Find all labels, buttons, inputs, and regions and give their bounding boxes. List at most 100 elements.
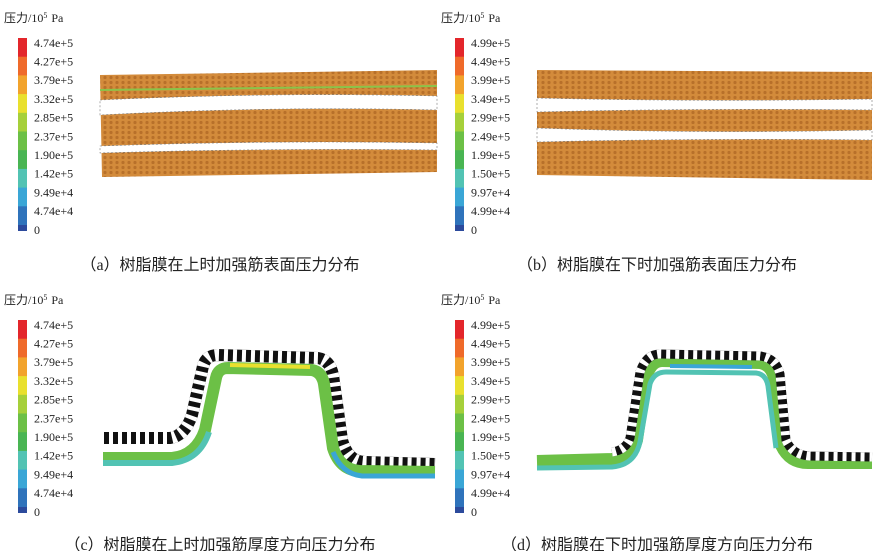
legend-swatch bbox=[18, 507, 27, 513]
legend-label: 4.74e+4 bbox=[34, 204, 73, 218]
legend-swatch bbox=[18, 432, 27, 451]
legend-label: 3.49e+5 bbox=[471, 92, 510, 106]
legend-label: 1.42e+5 bbox=[34, 167, 73, 181]
caption: （a）树脂膜在上时加强筋表面压力分布 bbox=[80, 256, 359, 274]
legend-swatch bbox=[18, 339, 27, 358]
legend-title-part: Pa bbox=[51, 293, 64, 307]
legend-swatch bbox=[455, 132, 464, 151]
legend-label: 3.99e+5 bbox=[471, 73, 510, 87]
legend-swatch bbox=[455, 188, 464, 207]
legend-label: 1.42e+5 bbox=[34, 449, 73, 463]
legend-label: 3.32e+5 bbox=[34, 92, 73, 106]
legend-title-part: Pa bbox=[488, 293, 501, 307]
legend-swatch bbox=[18, 470, 27, 489]
legend-swatch bbox=[455, 470, 464, 489]
legend-swatch bbox=[18, 132, 27, 151]
legend-label: 9.97e+4 bbox=[471, 467, 510, 481]
legend-label: 3.99e+5 bbox=[471, 355, 510, 369]
legend-label: 9.49e+4 bbox=[34, 185, 73, 199]
legend-label: 2.99e+5 bbox=[471, 111, 510, 125]
legend-swatch bbox=[18, 225, 27, 231]
legend-swatch bbox=[455, 451, 464, 470]
legend-label: 4.99e+5 bbox=[471, 318, 510, 332]
legend-swatch bbox=[18, 320, 27, 339]
section-image bbox=[537, 354, 872, 468]
legend-label: 3.32e+5 bbox=[34, 374, 73, 388]
legend-swatch bbox=[18, 376, 27, 395]
legend-swatch bbox=[455, 150, 464, 169]
legend-title: 压力/105 Pa bbox=[4, 11, 64, 26]
legend-title-part: 压力/10 bbox=[4, 293, 43, 307]
legend-label: 1.99e+5 bbox=[471, 430, 510, 444]
legend-swatch bbox=[455, 169, 464, 188]
legend-label: 0 bbox=[34, 223, 40, 237]
legend-title-part: Pa bbox=[488, 11, 501, 25]
legend-swatch bbox=[18, 395, 27, 414]
legend-title-part: 5 bbox=[43, 293, 47, 302]
legend-swatch bbox=[18, 357, 27, 376]
legend-title-part: 5 bbox=[480, 293, 484, 302]
legend-label: 1.50e+5 bbox=[471, 449, 510, 463]
legend-label: 4.27e+5 bbox=[34, 54, 73, 68]
legend-label: 1.90e+5 bbox=[34, 148, 73, 162]
legend-label: 4.49e+5 bbox=[471, 336, 510, 350]
legend-swatch bbox=[455, 507, 464, 513]
legend-label: 2.85e+5 bbox=[34, 111, 73, 125]
legend-label: 1.90e+5 bbox=[34, 430, 73, 444]
legend-swatch bbox=[455, 38, 464, 57]
legend-title-part: 5 bbox=[480, 11, 484, 20]
legend-swatch bbox=[455, 320, 464, 339]
legend-swatch bbox=[18, 75, 27, 94]
legend-swatch bbox=[18, 414, 27, 433]
legend-title-part: Pa bbox=[51, 11, 64, 25]
legend-title-part: 5 bbox=[43, 11, 47, 20]
legend-label: 2.37e+5 bbox=[34, 129, 73, 143]
legend-title-part: 压力/10 bbox=[441, 11, 480, 25]
legend-label: 9.97e+4 bbox=[471, 185, 510, 199]
legend-label: 4.74e+5 bbox=[34, 318, 73, 332]
caption: （c）树脂膜在上时加强筋厚度方向压力分布 bbox=[64, 536, 375, 551]
legend-label: 2.99e+5 bbox=[471, 393, 510, 407]
legend-swatch bbox=[455, 376, 464, 395]
legend-swatch bbox=[455, 357, 464, 376]
caption: （b）树脂膜在下时加强筋表面压力分布 bbox=[517, 256, 797, 274]
legend-swatch bbox=[18, 188, 27, 207]
legend-swatch bbox=[455, 339, 464, 358]
legend-label: 4.49e+5 bbox=[471, 54, 510, 68]
legend-swatch bbox=[455, 432, 464, 451]
legend-swatch bbox=[455, 225, 464, 231]
legend-label: 4.74e+4 bbox=[34, 486, 73, 500]
legend-swatch bbox=[18, 169, 27, 188]
surface-image bbox=[100, 70, 437, 177]
legend-label: 0 bbox=[34, 505, 40, 519]
legend-label: 3.79e+5 bbox=[34, 73, 73, 87]
legend-swatch bbox=[18, 94, 27, 113]
legend-swatch bbox=[18, 57, 27, 76]
section-image bbox=[100, 355, 435, 476]
legend-title-part: 压力/10 bbox=[4, 11, 43, 25]
figure: 压力/105Pa4.74e+54.27e+53.79e+53.32e+52.85… bbox=[0, 0, 873, 551]
legend-label: 2.49e+5 bbox=[471, 129, 510, 143]
legend-label: 4.99e+4 bbox=[471, 486, 510, 500]
legend-swatch bbox=[455, 395, 464, 414]
legend-swatch bbox=[455, 488, 464, 507]
legend-label: 2.85e+5 bbox=[34, 393, 73, 407]
legend-label: 9.49e+4 bbox=[34, 467, 73, 481]
legend-label: 2.37e+5 bbox=[34, 411, 73, 425]
legend-label: 2.49e+5 bbox=[471, 411, 510, 425]
legend-swatch bbox=[455, 206, 464, 225]
caption: （d）树脂膜在下时加强筋厚度方向压力分布 bbox=[501, 536, 813, 551]
legend-label: 4.99e+4 bbox=[471, 204, 510, 218]
legend-swatch bbox=[455, 57, 464, 76]
legend-swatch bbox=[18, 206, 27, 225]
legend-swatch bbox=[18, 38, 27, 57]
legend-swatch bbox=[18, 113, 27, 132]
legend-swatch bbox=[455, 113, 464, 132]
legend-title-part: 压力/10 bbox=[441, 293, 480, 307]
legend-swatch bbox=[455, 94, 464, 113]
legend-title: 压力/105 Pa bbox=[441, 11, 501, 26]
